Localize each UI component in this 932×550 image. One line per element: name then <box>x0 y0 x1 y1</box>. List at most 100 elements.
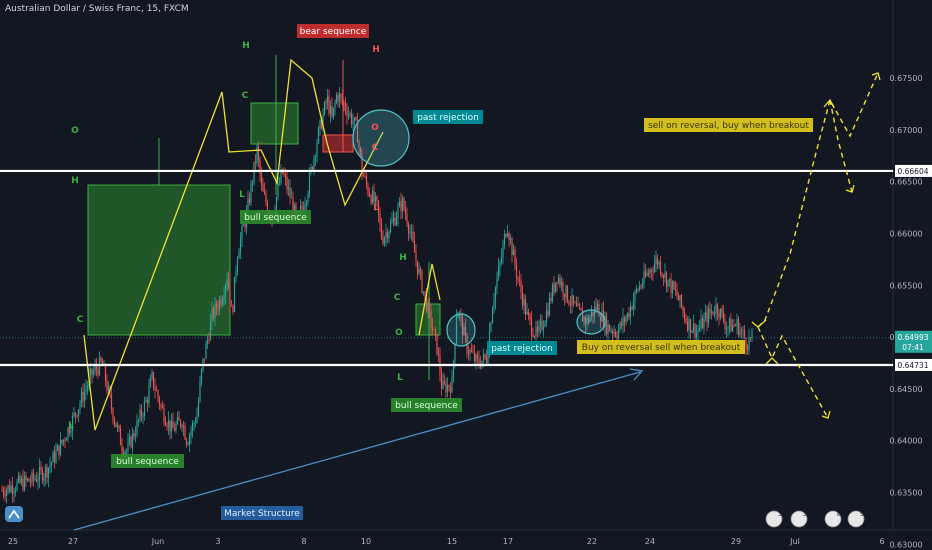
candle-body <box>575 302 578 306</box>
candle-body <box>164 422 167 426</box>
candle-body <box>220 299 222 305</box>
candle-body <box>121 445 123 453</box>
candle-body <box>586 318 588 324</box>
bar-countdown-label: 07:41 <box>902 343 924 352</box>
candle-body <box>179 420 182 426</box>
event-badge-icon <box>824 510 842 528</box>
candle-body <box>346 110 348 116</box>
candle-body <box>626 313 629 319</box>
y-tick-label: 0.64000 <box>889 437 922 446</box>
candle-body <box>448 385 450 388</box>
candle-body <box>130 437 132 448</box>
candle-body <box>1 490 3 492</box>
candle-body <box>614 331 617 336</box>
candle-body <box>125 450 128 452</box>
candle-body <box>565 285 567 298</box>
candle-body <box>416 260 419 274</box>
candle-body <box>83 391 86 402</box>
candle-body <box>544 322 546 327</box>
candle-body <box>514 249 516 265</box>
candle-body <box>643 271 645 284</box>
candle-body <box>425 294 428 312</box>
candle-body <box>740 330 743 332</box>
candle-body <box>377 200 380 215</box>
y-tick-label: 0.67500 <box>889 74 922 83</box>
candle-body <box>20 478 23 483</box>
candle-body <box>494 287 497 301</box>
candle-body <box>686 322 689 331</box>
candle-body <box>35 478 38 482</box>
candle-body <box>644 271 647 276</box>
candle-body <box>469 349 471 354</box>
last-price-label: 0.64993 <box>897 333 928 342</box>
app-logo-icon <box>5 506 23 522</box>
candle-body <box>728 318 731 327</box>
event-badge-count: 3 <box>778 510 782 518</box>
bull-zone-box <box>250 102 299 145</box>
annotation-sell-reversal: sell on reversal, buy when breakout <box>648 121 809 131</box>
elliott-wave-line <box>418 263 441 336</box>
symbol-title[interactable]: Australian Dollar / Swiss Franc, 15, FXC… <box>5 4 189 14</box>
projection-arrowhead <box>821 410 831 419</box>
level-label-bg <box>895 358 932 371</box>
x-tick-label: 15 <box>447 537 457 546</box>
candle-body <box>665 272 668 287</box>
candle-body <box>335 95 338 103</box>
annotation-buy-reversal: Buy on reversal sell when breakout <box>582 343 741 353</box>
candle-body <box>232 306 234 312</box>
candle-body <box>71 415 74 432</box>
candle-body <box>307 193 309 202</box>
candle-body <box>655 257 657 265</box>
candle-body <box>79 403 81 410</box>
candle-body <box>154 387 156 391</box>
candle-body <box>278 182 281 185</box>
wave-label: L <box>373 203 379 213</box>
candle-body <box>299 206 302 212</box>
candle-body <box>293 204 296 214</box>
annotation-box <box>221 506 303 520</box>
candle-body <box>562 281 564 294</box>
y-tick-label: 0.67000 <box>889 126 922 135</box>
candle-body <box>553 284 555 292</box>
candle-body <box>364 176 366 178</box>
candle-body <box>89 368 92 376</box>
candle-body <box>539 320 542 325</box>
candle-body <box>653 264 656 272</box>
candle-body <box>535 326 537 337</box>
candle-body <box>536 326 539 332</box>
x-tick-label: 10 <box>361 537 371 546</box>
candle-body <box>313 157 315 170</box>
candle-body <box>47 467 50 478</box>
candle-body <box>371 190 374 204</box>
y-tick-label: 0.66500 <box>889 178 922 187</box>
app-logo-mark <box>8 509 20 519</box>
candle-body <box>260 174 263 184</box>
candle-body <box>580 308 582 311</box>
candle-body <box>161 405 164 408</box>
candle-body <box>595 306 597 310</box>
candle-body <box>143 401 146 416</box>
candle-body <box>32 472 35 480</box>
candle-body <box>326 96 329 103</box>
candle-body <box>14 489 17 492</box>
candle-body <box>560 281 563 286</box>
candle-body <box>376 196 378 201</box>
candle-body <box>353 117 356 123</box>
candle-body <box>115 422 117 427</box>
candle-body <box>392 217 395 221</box>
candle-body <box>215 303 218 309</box>
candle-body <box>596 303 599 310</box>
candle-body <box>518 279 521 281</box>
candle-body <box>503 234 506 245</box>
candle-body <box>305 201 308 205</box>
candle-body <box>181 425 183 428</box>
candle-body <box>209 320 212 340</box>
event-badge-icon <box>765 510 783 528</box>
candle-body <box>671 281 674 293</box>
candle-body <box>76 415 78 417</box>
candle-body <box>463 327 465 336</box>
candle-body <box>547 310 549 316</box>
candle-body <box>175 424 177 431</box>
candle-body <box>205 343 207 359</box>
